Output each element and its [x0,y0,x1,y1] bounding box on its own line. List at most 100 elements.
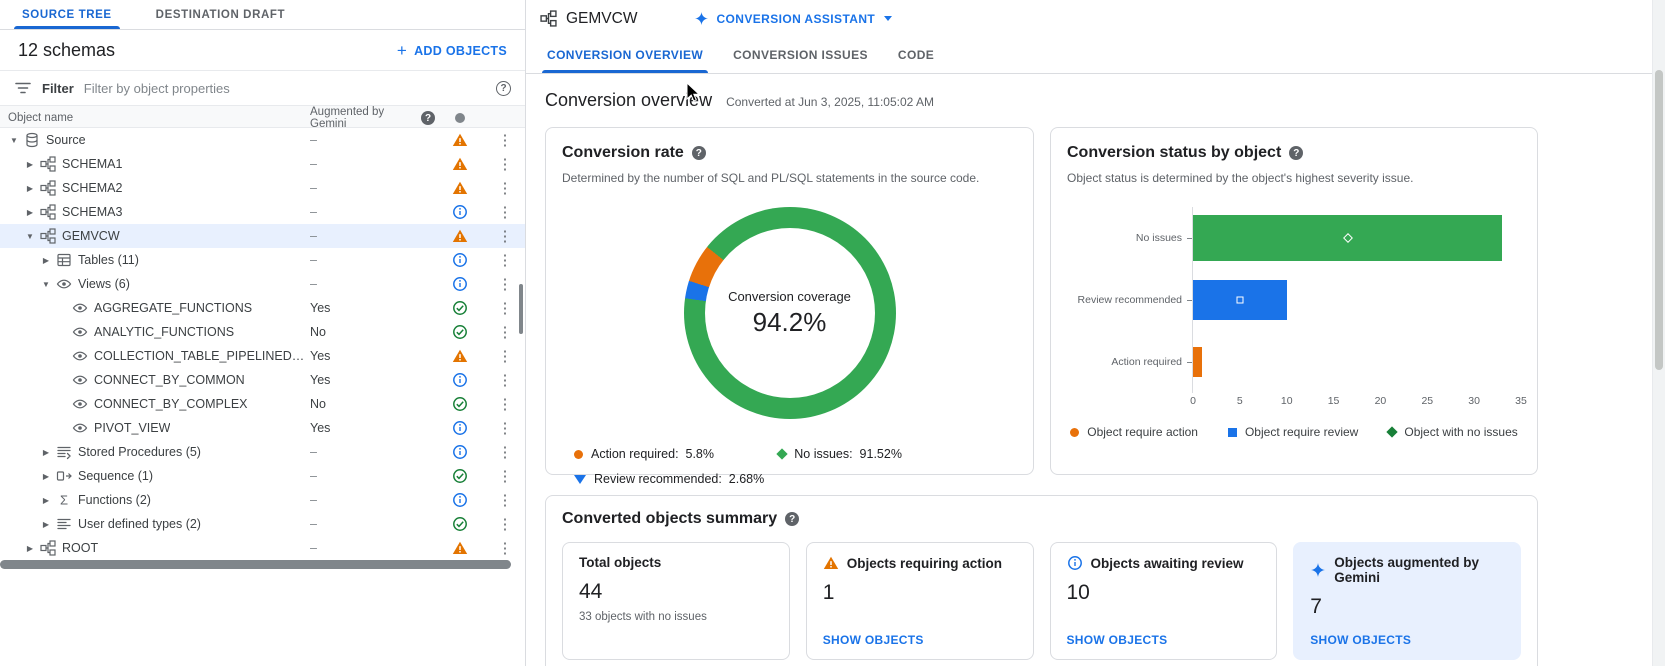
tree-row-user-defined-types-2[interactable]: ▶ User defined types (2) – ⋮ [0,512,525,536]
tree-row-source[interactable]: ▼ Source – ⋮ [0,128,525,152]
row-menu-button[interactable]: ⋮ [497,204,513,221]
tab-destination-draft[interactable]: DESTINATION DRAFT [155,8,286,21]
bar-action-required[interactable] [1193,347,1203,377]
augmented-help-icon[interactable]: ? [421,111,435,125]
card-title: Conversion rate [562,144,684,161]
row-menu-button[interactable]: ⋮ [497,228,513,245]
expand-arrow[interactable]: ▶ [42,255,50,265]
row-menu-button[interactable]: ⋮ [497,324,513,341]
expand-arrow[interactable]: ▶ [26,207,34,217]
bar-review-recommended[interactable] [1193,280,1287,320]
row-menu-button[interactable]: ⋮ [497,444,513,461]
tree-row-pivot-view[interactable]: PIVOT_VIEW Yes ⋮ [0,416,525,440]
rate-help-icon[interactable]: ? [691,146,706,160]
bar-row-review-recommended: Review recommended [1067,269,1521,331]
tile-title: Objects awaiting review [1090,555,1244,571]
tree-row-schema1[interactable]: ▶ SCHEMA1 – ⋮ [0,152,525,176]
row-menu-button[interactable]: ⋮ [497,396,513,413]
tab-conversion-issues[interactable]: CONVERSION ISSUES [733,48,868,62]
left-vertical-scrollbar[interactable] [519,284,523,334]
conversion-assistant-button[interactable]: CONVERSION ASSISTANT [694,11,893,26]
augmented-value: – [310,493,317,507]
view-icon [72,324,88,340]
overview-heading: Conversion overview Converted at Jun 3, … [545,90,1646,111]
summary-help-icon[interactable]: ? [785,512,800,526]
diamond-marker [1386,426,1399,438]
expand-arrow[interactable]: ▶ [42,447,50,457]
row-menu-button[interactable]: ⋮ [497,372,513,389]
tree-row-views-6[interactable]: ▼ Views (6) – ⋮ [0,272,525,296]
expand-arrow[interactable]: ▶ [42,519,50,529]
expand-arrow[interactable]: ▼ [42,279,50,289]
show-objects-link[interactable]: SHOW OBJECTS [822,633,924,647]
scrollbar-thumb[interactable] [1655,70,1663,370]
tree-row-gemvcw[interactable]: ▼ GEMVCW – ⋮ [0,224,525,248]
tree-cell-name: CONNECT_BY_COMPLEX [0,396,310,412]
expand-arrow[interactable]: ▶ [26,183,34,193]
view-icon [72,420,88,436]
row-menu-button[interactable]: ⋮ [497,348,513,365]
tree-row-tables-11[interactable]: ▶ Tables (11) – ⋮ [0,248,525,272]
tree-row-label: Tables (11) [78,253,139,267]
row-menu-button[interactable]: ⋮ [497,540,513,557]
tab-conversion-overview[interactable]: CONVERSION OVERVIEW [532,37,718,73]
right-vertical-scrollbar[interactable] [1652,0,1665,666]
tree-cell-name: ▶ User defined types (2) [0,516,310,532]
status-help-icon[interactable]: ? [1289,146,1304,160]
expand-arrow[interactable]: ▼ [10,135,18,145]
tree-row-connect-by-common[interactable]: CONNECT_BY_COMMON Yes ⋮ [0,368,525,392]
row-menu-button[interactable]: ⋮ [497,300,513,317]
filter-help-icon[interactable]: ? [496,80,511,96]
tree-row-sequence-1[interactable]: ▶ Sequence (1) – ⋮ [0,464,525,488]
row-menu-button[interactable]: ⋮ [497,420,513,437]
tree-row-analytic-functions[interactable]: ANALYTIC_FUNCTIONS No ⋮ [0,320,525,344]
status-info-icon [435,420,485,436]
row-menu-button[interactable]: ⋮ [497,132,513,149]
status-check-icon [435,396,485,412]
row-menu-button[interactable]: ⋮ [497,180,513,197]
tree-row-stored-procedures-5[interactable]: ▶ Stored Procedures (5) – ⋮ [0,440,525,464]
show-objects-link[interactable]: SHOW OBJECTS [1066,633,1168,647]
bar-track [1192,269,1521,331]
tree-row-connect-by-complex[interactable]: CONNECT_BY_COMPLEX No ⋮ [0,392,525,416]
tree-row-root[interactable]: ▶ ROOT – ⋮ [0,536,525,560]
diamond-marker [776,448,788,460]
circle-marker [1070,427,1080,437]
legend-item-object-require-action: Object require action [1070,425,1198,439]
circle-marker [574,449,583,459]
row-menu-button[interactable]: ⋮ [497,492,513,509]
schemas-count: 12 schemas [18,40,116,60]
tree-row-label: AGGREGATE_FUNCTIONS [94,301,253,315]
add-objects-button[interactable]: + ADD OBJECTS [397,42,507,59]
expand-arrow[interactable]: ▼ [26,231,34,241]
tree-row-collection-table-pipelined-view[interactable]: COLLECTION_TABLE_PIPELINED_VIEW Yes ⋮ [0,344,525,368]
expand-arrow[interactable]: ▶ [42,495,50,505]
status-bar-chart: No issues Review recommended Action requir… [1067,207,1521,393]
horizontal-scrollbar[interactable] [0,560,511,569]
filter-input[interactable] [83,80,486,96]
augmented-value: Yes [310,349,331,363]
status-warning-icon [435,132,485,148]
tree-row-aggregate-functions[interactable]: AGGREGATE_FUNCTIONS Yes ⋮ [0,296,525,320]
filter-row: Filter ? [0,70,525,105]
tab-code[interactable]: CODE [897,48,935,62]
expand-arrow[interactable]: ▶ [26,543,34,553]
row-menu-button[interactable]: ⋮ [497,252,513,269]
tab-source-tree[interactable]: SOURCE TREE [0,0,134,29]
tree-row-functions-2[interactable]: ▶ Σ Functions (2) – ⋮ [0,488,525,512]
tree-row-schema2[interactable]: ▶ SCHEMA2 – ⋮ [0,176,525,200]
tree-row-schema3[interactable]: ▶ SCHEMA3 – ⋮ [0,200,525,224]
converted-objects-summary-card: Converted objects summary ? Total object… [545,495,1538,666]
row-menu-button[interactable]: ⋮ [497,276,513,293]
bar-no-issues[interactable] [1193,215,1503,261]
tree-cell-name: ▶ Σ Functions (2) [0,492,310,508]
show-objects-link[interactable]: SHOW OBJECTS [1310,633,1412,647]
schema-icon [40,204,56,220]
row-menu-button[interactable]: ⋮ [497,468,513,485]
row-menu-button[interactable]: ⋮ [497,516,513,533]
expand-arrow[interactable]: ▶ [26,159,34,169]
tile-head: Objects awaiting review [1067,555,1261,571]
expand-arrow[interactable]: ▶ [42,471,50,481]
row-menu-button[interactable]: ⋮ [497,156,513,173]
